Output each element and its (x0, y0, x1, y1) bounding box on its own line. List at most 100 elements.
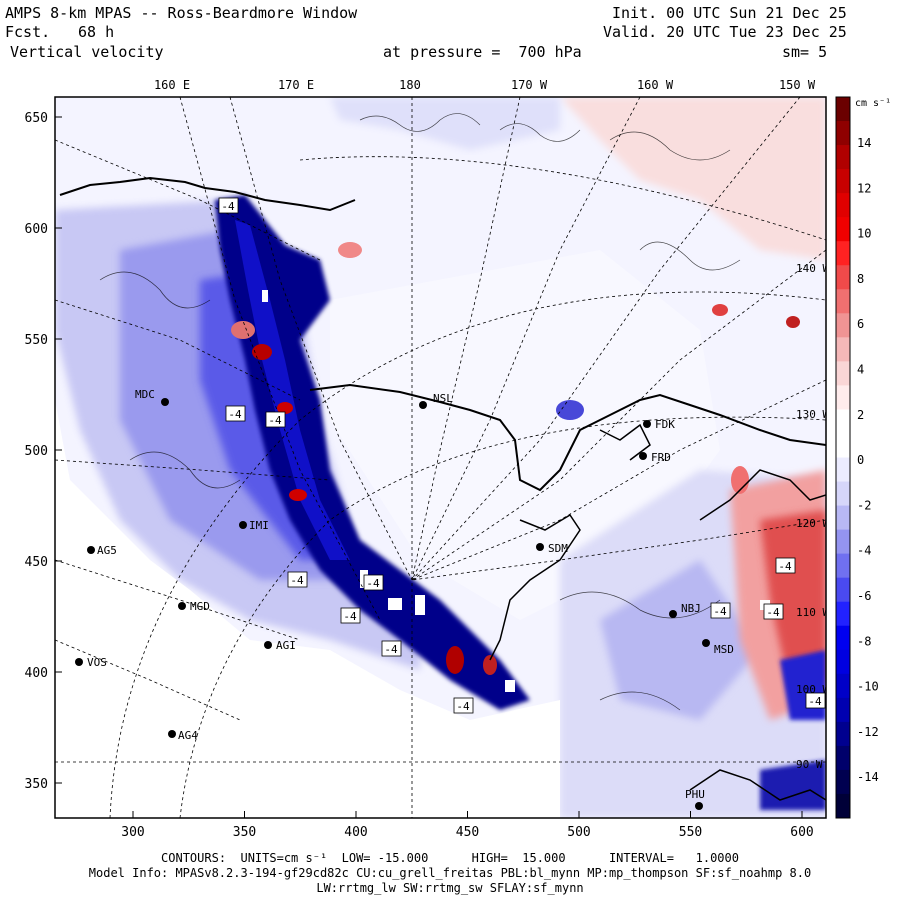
updraft-cell (338, 242, 362, 258)
colorbar-label: -6 (857, 589, 871, 603)
station-marker (75, 658, 83, 666)
inner-longitude-label: 90 W (796, 758, 823, 771)
forecast-hour: 68 h (78, 23, 115, 41)
contour-tag-box (805, 692, 826, 709)
colorbar-label: 8 (857, 272, 864, 286)
contour-tag-label: -4 (343, 610, 357, 623)
colorbar-swatch (836, 385, 850, 410)
station-label: AG5 (97, 544, 117, 557)
colorbar-swatch (836, 121, 850, 146)
contour-tag-box (453, 697, 474, 714)
contour-tag-box (381, 640, 402, 657)
colorbar-swatch (836, 433, 850, 458)
coastline (489, 513, 581, 661)
station-label: MSD (714, 643, 734, 656)
top-tick-label: 170 E (278, 78, 314, 92)
top-tick-label: 180 (399, 78, 421, 92)
colorbar-label: 6 (857, 317, 864, 331)
station-label: IMI (249, 519, 269, 532)
colorbar-swatch (836, 169, 850, 194)
station-marker (178, 602, 186, 610)
x-tick-label: 300 (121, 825, 144, 840)
inner-longitude-labels: 140 W 130 W 120 W 110 W 100 W 90 W (796, 262, 829, 771)
inner-longitude-label: 140 W (796, 262, 829, 275)
colorbar-label: -2 (857, 498, 871, 512)
contour-tag-box (710, 602, 731, 619)
coastline (59, 176, 356, 212)
init-time: Init. 00 UTC Sun 21 Dec 25 (612, 4, 847, 22)
colorbar-swatch (836, 721, 850, 747)
y-tick-label: 600 (25, 222, 48, 237)
colorbar-label: 14 (857, 136, 871, 150)
station-marker (643, 420, 651, 428)
graticule (55, 97, 826, 818)
colorbar-label: 4 (857, 363, 864, 377)
station-marker (536, 543, 544, 551)
colorbar-swatch (836, 217, 850, 242)
x-tick-label: 600 (790, 825, 813, 840)
station-label: MGD (190, 600, 210, 613)
updraft-cell (786, 316, 800, 328)
station-label: PHU (685, 788, 705, 801)
updraft-cell (712, 304, 728, 316)
y-tick-label: 500 (25, 444, 48, 459)
colorbar-swatch (836, 457, 850, 483)
x-tick-label: 450 (456, 825, 479, 840)
station-label: NSL (433, 392, 453, 405)
inner-longitude-label: 100 W (796, 683, 829, 696)
contour-tag-label: -4 (456, 700, 470, 713)
colorbar-frame (835, 96, 851, 819)
colorbar-swatch (836, 505, 850, 531)
colorbar-swatch (836, 337, 850, 362)
colorbar-swatch (836, 481, 850, 507)
contour-tag-label: -4 (366, 577, 380, 590)
contour-tag-box (218, 197, 239, 214)
contour-tag-label: -4 (766, 606, 780, 619)
contour-tag-box (265, 411, 286, 428)
colorbar-swatch (836, 553, 850, 579)
colorbar-swatch (836, 697, 850, 723)
x-tick-label: 350 (233, 825, 256, 840)
station-marker (669, 610, 677, 618)
contour-tag-box (287, 571, 308, 588)
updraft-cell (446, 646, 464, 674)
station-label: VOS (87, 656, 107, 669)
colorbar-label: -10 (857, 680, 879, 694)
y-tick-label: 350 (25, 777, 48, 792)
colorbar-swatch (836, 625, 850, 651)
valid-time: Valid. 20 UTC Tue 23 Dec 25 (603, 23, 847, 41)
contour-tag-label: -4 (228, 408, 242, 421)
smoothing: sm= 5 (782, 43, 828, 61)
colorbar-swatch (836, 577, 850, 603)
plot-frame (54, 96, 827, 819)
colorbar-swatch (836, 193, 850, 218)
y-tick-label: 450 (25, 555, 48, 570)
colorbar-swatch (836, 361, 850, 386)
y-axis: 650 600 550 500 450 400 350 (25, 111, 62, 792)
colorbar-label: -14 (857, 770, 879, 784)
updraft-cell (731, 466, 749, 494)
contour-tag-label: -4 (778, 560, 792, 573)
downdraft-cell (556, 400, 584, 420)
forecast-label: Fcst. (5, 23, 51, 41)
contour-tag-label: -4 (713, 605, 727, 618)
colorbar-swatch (836, 745, 850, 771)
colorbar-swatch (836, 649, 850, 675)
x-tick-label: 500 (567, 825, 590, 840)
inner-longitude-label: 120 W (796, 517, 829, 530)
top-tick-label: 160 E (154, 78, 190, 92)
station-marker (87, 546, 95, 554)
y-tick-label: 550 (25, 333, 48, 348)
pressure-level: at pressure = 700 hPa (383, 43, 582, 61)
station-label: AGI (276, 639, 296, 652)
colorbar-label: -8 (857, 634, 871, 648)
contour-tag-box (225, 405, 246, 422)
station-marker (264, 641, 272, 649)
inner-longitude-label: 110 W (796, 606, 829, 619)
colorbar-label: -12 (857, 725, 879, 739)
updraft-cell (483, 655, 497, 675)
contour-tag-label: -4 (221, 200, 235, 213)
contour-info: CONTOURS: UNITS=cm s⁻¹ LOW= -15.000 HIGH… (161, 851, 739, 865)
contour-tags: -4 -4 -4 -4 -4 -4 -4 -4 -4 -4 -4 -4 (218, 197, 826, 714)
